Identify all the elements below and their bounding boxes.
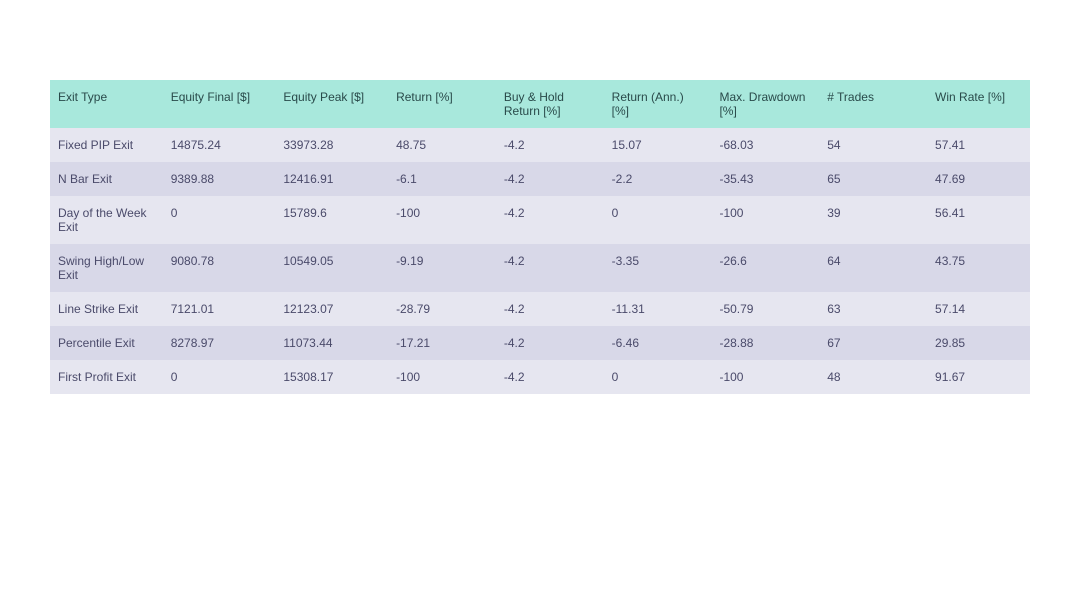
col-header: Equity Peak [$] — [275, 80, 388, 128]
table-cell: 57.41 — [927, 128, 1030, 162]
table-row: N Bar Exit9389.8812416.91-6.1-4.2-2.2-35… — [50, 162, 1030, 196]
table-cell: 11073.44 — [275, 326, 388, 360]
table-cell: 67 — [819, 326, 927, 360]
table-cell: 15.07 — [604, 128, 712, 162]
col-header: Return (Ann.) [%] — [604, 80, 712, 128]
table-cell: 0 — [604, 360, 712, 394]
table-cell: 64 — [819, 244, 927, 292]
col-header: # Trades — [819, 80, 927, 128]
table-cell: 10549.05 — [275, 244, 388, 292]
table-cell: Percentile Exit — [50, 326, 163, 360]
table-cell: -100 — [711, 196, 819, 244]
table-cell: -4.2 — [496, 196, 604, 244]
table-cell: -50.79 — [711, 292, 819, 326]
table-cell: 14875.24 — [163, 128, 276, 162]
table-cell: -4.2 — [496, 162, 604, 196]
exit-strategy-table: Exit Type Equity Final [$] Equity Peak [… — [50, 80, 1030, 394]
table-cell: 15308.17 — [275, 360, 388, 394]
table-row: Line Strike Exit7121.0112123.07-28.79-4.… — [50, 292, 1030, 326]
table-cell: 15789.6 — [275, 196, 388, 244]
table-cell: 57.14 — [927, 292, 1030, 326]
table-cell: 56.41 — [927, 196, 1030, 244]
table-cell: 12416.91 — [275, 162, 388, 196]
col-header: Exit Type — [50, 80, 163, 128]
table-cell: -17.21 — [388, 326, 496, 360]
table-cell: 33973.28 — [275, 128, 388, 162]
table-cell: -2.2 — [604, 162, 712, 196]
col-header: Return [%] — [388, 80, 496, 128]
col-header: Max. Drawdown [%] — [711, 80, 819, 128]
table-cell: -6.46 — [604, 326, 712, 360]
table-cell: 48 — [819, 360, 927, 394]
table-cell: -35.43 — [711, 162, 819, 196]
table-cell: 65 — [819, 162, 927, 196]
data-table: Exit Type Equity Final [$] Equity Peak [… — [50, 80, 1030, 394]
table-row: Percentile Exit8278.9711073.44-17.21-4.2… — [50, 326, 1030, 360]
table-cell: 8278.97 — [163, 326, 276, 360]
table-cell: 7121.01 — [163, 292, 276, 326]
table-cell: -28.79 — [388, 292, 496, 326]
table-cell: -4.2 — [496, 360, 604, 394]
table-cell: First Profit Exit — [50, 360, 163, 394]
table-cell: -6.1 — [388, 162, 496, 196]
table-cell: -68.03 — [711, 128, 819, 162]
table-cell: -4.2 — [496, 244, 604, 292]
table-cell: 48.75 — [388, 128, 496, 162]
table-cell: 43.75 — [927, 244, 1030, 292]
table-cell: -11.31 — [604, 292, 712, 326]
table-cell: -100 — [711, 360, 819, 394]
table-cell: -26.6 — [711, 244, 819, 292]
table-cell: 0 — [163, 360, 276, 394]
table-cell: 9080.78 — [163, 244, 276, 292]
table-row: First Profit Exit015308.17-100-4.20-1004… — [50, 360, 1030, 394]
table-cell: Day of the Week Exit — [50, 196, 163, 244]
table-cell: 9389.88 — [163, 162, 276, 196]
table-row: Swing High/Low Exit9080.7810549.05-9.19-… — [50, 244, 1030, 292]
table-cell: -4.2 — [496, 326, 604, 360]
table-cell: 0 — [604, 196, 712, 244]
table-cell: -100 — [388, 196, 496, 244]
table-cell: -4.2 — [496, 292, 604, 326]
table-cell: 39 — [819, 196, 927, 244]
table-row: Day of the Week Exit015789.6-100-4.20-10… — [50, 196, 1030, 244]
table-cell: Swing High/Low Exit — [50, 244, 163, 292]
table-cell: -4.2 — [496, 128, 604, 162]
table-cell: -100 — [388, 360, 496, 394]
table-cell: 63 — [819, 292, 927, 326]
table-cell: 54 — [819, 128, 927, 162]
table-cell: 91.67 — [927, 360, 1030, 394]
table-cell: Line Strike Exit — [50, 292, 163, 326]
col-header: Buy & Hold Return [%] — [496, 80, 604, 128]
table-cell: -3.35 — [604, 244, 712, 292]
col-header: Win Rate [%] — [927, 80, 1030, 128]
table-cell: -28.88 — [711, 326, 819, 360]
table-cell: 29.85 — [927, 326, 1030, 360]
table-cell: 0 — [163, 196, 276, 244]
table-cell: -9.19 — [388, 244, 496, 292]
table-row: Fixed PIP Exit14875.2433973.2848.75-4.21… — [50, 128, 1030, 162]
table-cell: 47.69 — [927, 162, 1030, 196]
table-cell: N Bar Exit — [50, 162, 163, 196]
col-header: Equity Final [$] — [163, 80, 276, 128]
table-cell: Fixed PIP Exit — [50, 128, 163, 162]
header-row: Exit Type Equity Final [$] Equity Peak [… — [50, 80, 1030, 128]
table-cell: 12123.07 — [275, 292, 388, 326]
